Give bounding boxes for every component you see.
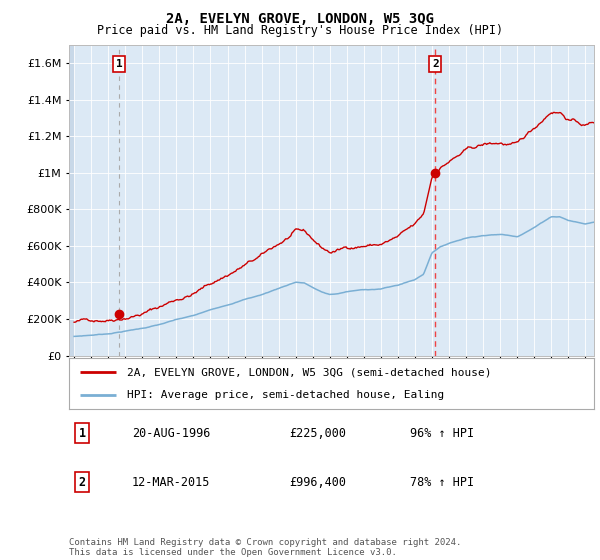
Text: 12-MAR-2015: 12-MAR-2015 — [132, 475, 211, 489]
Text: 78% ↑ HPI: 78% ↑ HPI — [410, 475, 475, 489]
Text: Contains HM Land Registry data © Crown copyright and database right 2024.
This d: Contains HM Land Registry data © Crown c… — [69, 538, 461, 557]
Text: 2: 2 — [432, 59, 439, 69]
Text: 1: 1 — [79, 427, 86, 440]
Text: 20-AUG-1996: 20-AUG-1996 — [132, 427, 211, 440]
Text: 2A, EVELYN GROVE, LONDON, W5 3QG (semi-detached house): 2A, EVELYN GROVE, LONDON, W5 3QG (semi-d… — [127, 367, 491, 377]
Text: £225,000: £225,000 — [290, 427, 347, 440]
Text: HPI: Average price, semi-detached house, Ealing: HPI: Average price, semi-detached house,… — [127, 390, 444, 400]
Text: 2: 2 — [79, 475, 86, 489]
Text: Price paid vs. HM Land Registry's House Price Index (HPI): Price paid vs. HM Land Registry's House … — [97, 24, 503, 36]
Text: £996,400: £996,400 — [290, 475, 347, 489]
Text: 96% ↑ HPI: 96% ↑ HPI — [410, 427, 475, 440]
Text: 1: 1 — [116, 59, 122, 69]
Bar — [69, 45, 74, 356]
Text: 2A, EVELYN GROVE, LONDON, W5 3QG: 2A, EVELYN GROVE, LONDON, W5 3QG — [166, 12, 434, 26]
